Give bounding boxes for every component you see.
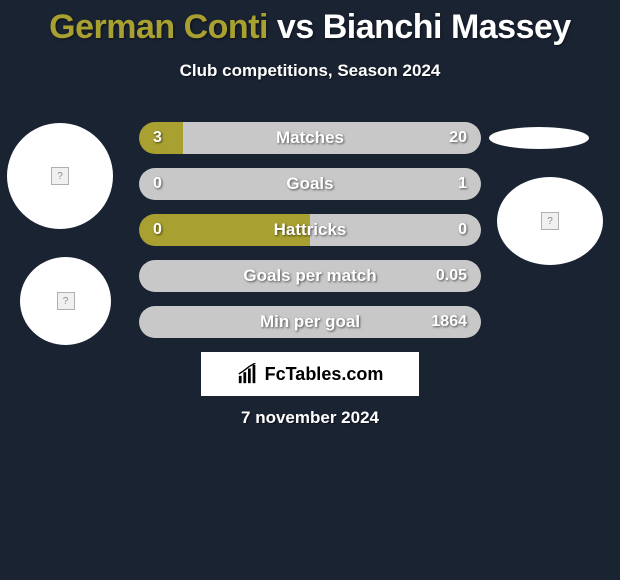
comparison-title: German Conti vs Bianchi Massey (0, 0, 620, 47)
brand-text: FcTables.com (265, 364, 384, 385)
stat-row: 320Matches (139, 122, 481, 154)
stat-row: 00Hattricks (139, 214, 481, 246)
stat-label: Min per goal (139, 306, 481, 338)
player1-name: German Conti (49, 8, 268, 46)
stat-label: Goals per match (139, 260, 481, 292)
player2-avatar (497, 177, 603, 265)
broken-image-icon (51, 167, 69, 185)
stat-label: Matches (139, 122, 481, 154)
brand-chart-icon (237, 363, 259, 385)
broken-image-icon (57, 292, 75, 310)
player2-name: Bianchi Massey (323, 8, 571, 46)
snapshot-date: 7 november 2024 (0, 408, 620, 428)
stat-label: Hattricks (139, 214, 481, 246)
stats-container: 320Matches 01Goals 00Hattricks 0.05Goals pe… (139, 122, 481, 352)
stat-row: 01Goals (139, 168, 481, 200)
vs-label: vs (277, 8, 314, 46)
stat-row: 0.05Goals per match (139, 260, 481, 292)
broken-image-icon (541, 212, 559, 230)
player1-club-avatar (20, 257, 111, 345)
brand-badge: FcTables.com (201, 352, 419, 396)
player1-avatar (7, 123, 113, 229)
season-subtitle: Club competitions, Season 2024 (0, 61, 620, 81)
stat-label: Goals (139, 168, 481, 200)
player2-club-pill (489, 127, 589, 149)
stat-row: 1864Min per goal (139, 306, 481, 338)
